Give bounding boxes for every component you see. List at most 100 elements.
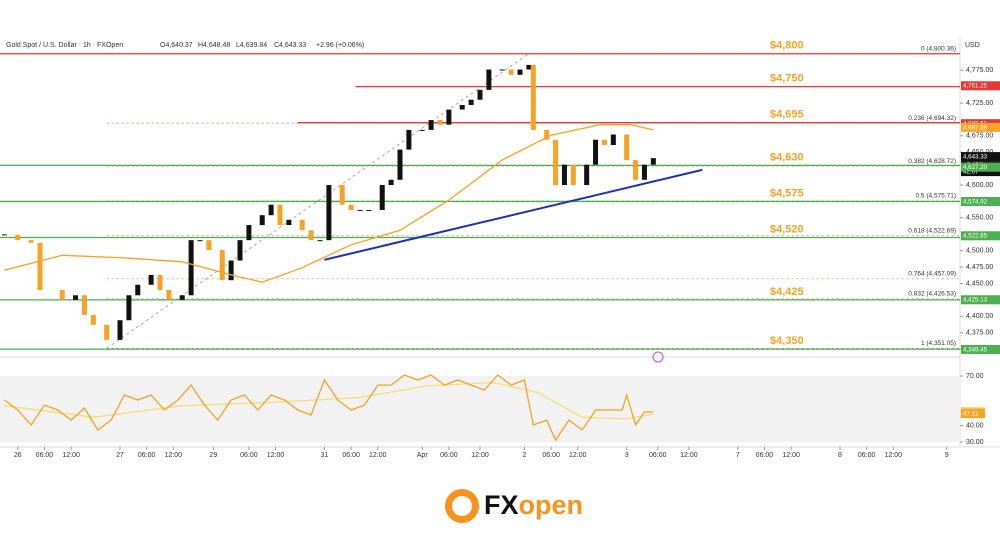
candle [197,240,203,242]
candle [428,120,434,130]
x-tick-label: 06:00 [36,452,54,459]
candle [526,64,532,70]
candle [286,219,292,226]
price-badge-label: 4,687.88 [963,124,988,131]
x-tick-label: 06:00 [858,452,876,459]
y-tick-label: 4,500.00 [966,248,993,255]
candle [544,129,550,140]
price-badge [961,231,1000,241]
candle [317,240,323,242]
candle [641,164,647,180]
candle [468,99,474,105]
candle [135,284,141,296]
y-tick-label: 4,550.00 [966,215,993,222]
x-tick-label: 27 [116,452,124,459]
ohlc-value: L4,639.84 [236,42,267,49]
level-label: $4,350 [770,335,804,347]
candle [339,185,345,205]
price-badge-label: 4,349.45 [963,346,988,353]
candle [326,185,332,241]
x-tick-label: 9 [945,452,949,459]
candle [477,89,483,100]
level-label: $4,425 [770,286,804,298]
candle [437,120,443,125]
fib-label: 0.236 (4,694.32) [908,115,956,122]
y-tick-label: 70.00 [966,373,984,380]
price-badge-label: 4,627.20 [963,164,988,171]
x-tick-label: 31 [321,452,329,459]
rsi-band [0,376,960,443]
y-tick-label: 40.00 [966,422,984,429]
candle [148,274,154,285]
y-tick-label: 4,450.00 [966,280,993,287]
candle [59,290,65,300]
price-badge-label: 4,425.13 [963,297,988,304]
candle [650,158,656,165]
candle [37,242,43,291]
logo-text: FXopen [484,490,583,520]
candle [259,215,265,226]
trendline [324,168,703,261]
ohlc-value: H4,648.48 [198,42,230,49]
price-badge-label: 4,751.25 [963,83,988,90]
y-tick-label: 30.00 [966,439,984,446]
y-tick-label: 4,725.00 [966,100,993,107]
candle [228,260,234,281]
x-tick-label: 8 [838,452,842,459]
logo-fx: FX [484,490,519,520]
candle [610,134,616,145]
level-label: $4,575 [770,187,804,199]
x-tick-label: 06:00 [440,452,458,459]
price-badge-label: 4,643.33 [963,154,988,161]
x-tick-label: 06:00 [756,452,774,459]
x-tick-label: 12:00 [471,452,489,459]
price-badge [961,196,1000,206]
candle [446,109,452,125]
axis-unit: USD [965,42,980,49]
candle [126,295,132,321]
candle [117,320,123,340]
x-tick-label: 7 [736,452,740,459]
price-badge [961,162,1000,172]
x-tick-label: Apr [417,452,429,459]
y-tick-label: 4,775.00 [966,67,993,74]
candle [366,209,372,211]
candle [388,179,394,186]
price-badge-label: 47.21 [963,411,979,418]
candle [633,160,639,180]
x-tick-label: 12:00 [782,452,800,459]
y-tick-label: 4,675.00 [966,133,993,140]
candle [561,164,567,186]
x-tick-label: 12:00 [569,452,587,459]
candle [584,164,590,186]
price-badge-label: 4,522.65 [963,233,988,240]
candle [517,69,523,75]
candle [397,149,403,180]
x-tick-label: 12:00 [885,452,903,459]
level-label: $4,750 [770,73,804,85]
moving-average [4,124,654,283]
candle [508,69,514,75]
price-badge [961,409,985,419]
candle [308,230,314,241]
price-extra: 42:07 [963,169,979,176]
x-tick-label: 29 [209,452,217,459]
price-badge-label: 4,574.92 [963,198,988,205]
candle [348,204,354,210]
candle [219,250,225,281]
candle [601,139,607,145]
candle [593,139,599,165]
candle [157,274,163,291]
candle [277,204,283,226]
symbol-title: Gold Spot / U.S. Dollar · 1h · FXOpen [6,42,123,49]
candle [570,164,576,186]
rsi-line [4,374,654,442]
x-tick-label: 06:00 [649,452,667,459]
y-tick-label: 4,375.00 [966,330,993,337]
x-tick-label: 12:00 [680,452,698,459]
candle [357,209,363,211]
candle [188,240,194,296]
candle [90,314,96,325]
